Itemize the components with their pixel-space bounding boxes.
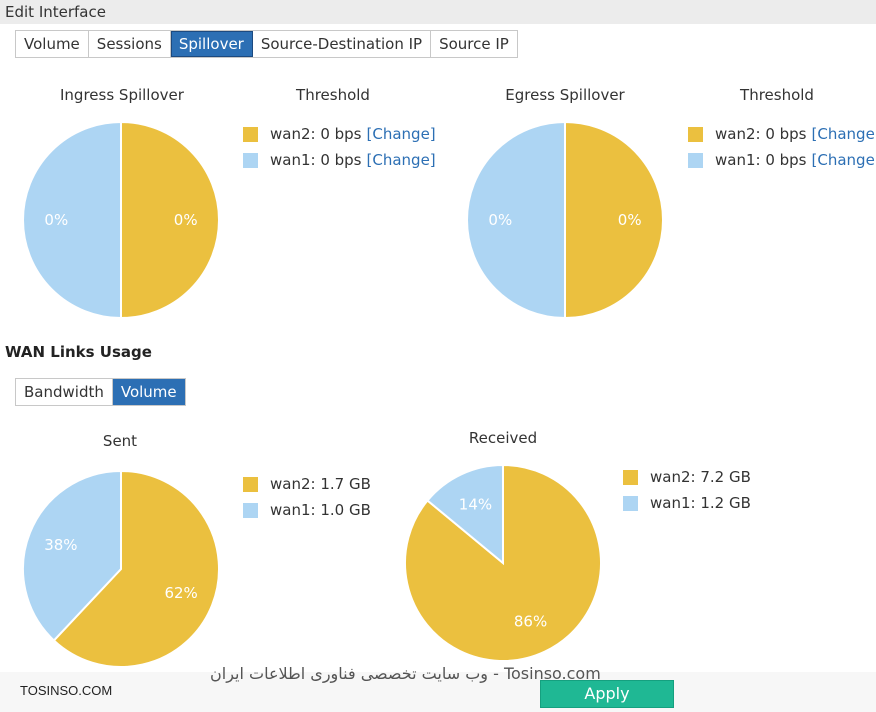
received-pie: 86% 14% bbox=[404, 463, 602, 662]
ingress-slice-wan1 bbox=[22, 120, 122, 320]
change-link[interactable]: [Change] bbox=[811, 125, 876, 143]
wan1-swatch bbox=[688, 152, 703, 168]
tab-volume-usage[interactable]: Volume bbox=[112, 379, 185, 405]
change-link[interactable]: [Change] bbox=[811, 151, 876, 169]
wan1-swatch bbox=[243, 152, 258, 168]
legend-label: wan2: 0 bps bbox=[715, 125, 807, 143]
received-label-wan1: 14% bbox=[459, 495, 492, 513]
window-title: Edit Interface bbox=[0, 0, 876, 24]
sent-legend: wan2: 1.7 GB wan1: 1.0 GB bbox=[243, 471, 371, 523]
watermark-text: Tosinso.com - وب سایت تخصصی فناوری اطلاع… bbox=[210, 664, 601, 683]
wan2-swatch bbox=[623, 469, 638, 485]
legend-item-wan1: wan1: 0 bps [Change] bbox=[243, 147, 436, 173]
legend-label: wan1: 0 bps bbox=[270, 151, 362, 169]
ingress-threshold-legend: wan2: 0 bps [Change] wan1: 0 bps [Change… bbox=[243, 121, 436, 173]
tab-source-ip[interactable]: Source IP bbox=[439, 35, 509, 53]
received-title: Received bbox=[468, 429, 538, 447]
received-label-wan2: 86% bbox=[514, 613, 547, 631]
sent-slice-wan1 bbox=[22, 469, 122, 642]
change-link[interactable]: [Change] bbox=[366, 151, 436, 169]
tab-source-destination-ip[interactable]: Source-Destination IP bbox=[253, 31, 432, 57]
sent-pie: 62% 38% bbox=[22, 469, 220, 668]
egress-spillover-pie: 0% 0% bbox=[466, 120, 664, 320]
egress-slice-wan2 bbox=[564, 120, 664, 320]
apply-button[interactable]: Apply bbox=[540, 680, 674, 708]
legend-label: wan1: 1.2 GB bbox=[650, 494, 751, 512]
legend-item-wan1: wan1: 0 bps [Change] bbox=[688, 147, 876, 173]
wan2-swatch bbox=[243, 476, 258, 492]
wan-links-usage-title: WAN Links Usage bbox=[5, 343, 152, 361]
legend-label: wan2: 0 bps bbox=[270, 125, 362, 143]
tab-bandwidth[interactable]: Bandwidth bbox=[16, 379, 113, 405]
ingress-label-wan2: 0% bbox=[174, 211, 198, 229]
tab-sessions[interactable]: Sessions bbox=[89, 31, 171, 57]
received-slice-wan1 bbox=[426, 463, 504, 566]
egress-label-wan1: 0% bbox=[488, 211, 512, 229]
change-link[interactable]: [Change] bbox=[366, 125, 436, 143]
ingress-label-wan1: 0% bbox=[44, 211, 68, 229]
watermark-logo-text: TOSINSO.COM bbox=[20, 683, 113, 698]
sent-title: Sent bbox=[102, 432, 138, 450]
legend-item-wan1: wan1: 1.0 GB bbox=[243, 497, 371, 523]
ingress-spillover-pie: 0% 0% bbox=[22, 120, 220, 320]
top-tab-bar: Volume Sessions Spillover Source-Destina… bbox=[15, 30, 518, 58]
tab-volume[interactable]: Volume bbox=[16, 31, 89, 57]
egress-slice-wan1 bbox=[466, 120, 566, 320]
legend-item-wan2: wan2: 7.2 GB bbox=[623, 464, 751, 490]
legend-item-wan2: wan2: 0 bps [Change] bbox=[243, 121, 436, 147]
ingress-threshold-title: Threshold bbox=[296, 86, 370, 104]
legend-item-wan1: wan1: 1.2 GB bbox=[623, 490, 751, 516]
legend-label: wan2: 1.7 GB bbox=[270, 475, 371, 493]
sent-label-wan1: 38% bbox=[44, 536, 77, 554]
legend-item-wan2: wan2: 1.7 GB bbox=[243, 471, 371, 497]
egress-threshold-legend: wan2: 0 bps [Change] wan1: 0 bps [Change… bbox=[688, 121, 876, 173]
legend-label: wan1: 0 bps bbox=[715, 151, 807, 169]
legend-item-wan2: wan2: 0 bps [Change] bbox=[688, 121, 876, 147]
wan2-swatch bbox=[688, 126, 703, 142]
wan-usage-tab-bar: Bandwidth Volume bbox=[15, 378, 186, 406]
ingress-slice-wan2 bbox=[120, 120, 220, 320]
egress-spillover-title: Egress Spillover bbox=[505, 86, 625, 104]
wan1-swatch bbox=[243, 502, 258, 518]
footer-bar bbox=[0, 672, 876, 712]
tab-spillover[interactable]: Spillover bbox=[170, 31, 253, 57]
received-legend: wan2: 7.2 GB wan1: 1.2 GB bbox=[623, 464, 751, 516]
wan1-swatch bbox=[623, 495, 638, 511]
legend-label: wan2: 7.2 GB bbox=[650, 468, 751, 486]
ingress-spillover-title: Ingress Spillover bbox=[60, 86, 184, 104]
sent-slice-wan2 bbox=[52, 469, 220, 668]
legend-label: wan1: 1.0 GB bbox=[270, 501, 371, 519]
wan2-swatch bbox=[243, 126, 258, 142]
sent-label-wan2: 62% bbox=[164, 584, 197, 602]
egress-threshold-title: Threshold bbox=[740, 86, 814, 104]
egress-label-wan2: 0% bbox=[618, 211, 642, 229]
